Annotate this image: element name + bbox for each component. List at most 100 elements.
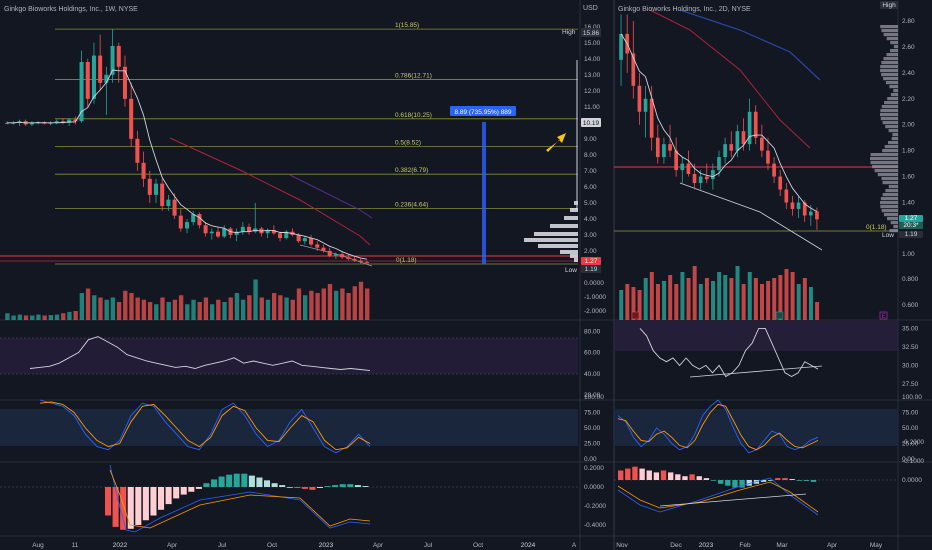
right-volume-profile-bar: [881, 209, 898, 213]
volume-bar: [240, 299, 246, 320]
right-candle-body: [674, 150, 678, 171]
macd-hist-bar: [188, 487, 195, 492]
measure-bar: [482, 122, 486, 264]
right-volume-bar: [704, 278, 709, 320]
right-macd-hist-bar: [660, 470, 667, 480]
rsi-line: [29, 336, 371, 372]
volume-bar: [178, 295, 184, 320]
fib-label: 0(1.18): [396, 257, 417, 264]
right-candle-body: [649, 98, 654, 138]
candle-body: [166, 199, 171, 207]
left-price-tick: 6.00: [584, 184, 597, 191]
right-volume-bar: [692, 266, 697, 320]
macd-hist-bar: [354, 485, 361, 487]
right-macd-tick: 0.0000: [902, 477, 922, 484]
right-price-tick: 2.60: [902, 44, 915, 51]
volume-bar: [172, 299, 178, 320]
candle-body: [352, 258, 357, 261]
right-candle-body: [760, 137, 764, 151]
right-candle-body: [637, 85, 642, 112]
volume-bar: [209, 304, 215, 320]
right-rsi-tick: 30.00: [902, 362, 919, 369]
right-macd-signal-line: [617, 481, 819, 513]
right-price-tick: 2.20: [902, 96, 915, 103]
right-candle-body: [802, 202, 807, 216]
macd-hist-bar: [112, 487, 119, 527]
right-volume-profile-bar: [882, 193, 898, 197]
right-macd-tick: -0.2000: [902, 439, 924, 446]
right-candle-body: [704, 176, 709, 180]
candle-body: [98, 55, 103, 83]
right-volume-profile-bar: [882, 121, 898, 125]
candle-body: [129, 98, 134, 139]
left-price-tick: 3.00: [584, 232, 597, 239]
volume-bar: [123, 290, 128, 320]
volume-bar: [116, 302, 122, 320]
right-volume-profile-bar: [893, 225, 898, 229]
right-chart[interactable]: 0(1.18) 2.80 2.60 2.40 2.20 2.00 1.80 1.60 1.40 1…: [614, 1, 924, 549]
candle-body: [333, 254, 338, 256]
right-macd-hist-bar: [639, 468, 645, 480]
chart-text: Ginkgo Bioworks Holdings, Inc., 1W, NYSE…: [4, 5, 751, 13]
volume-bar: [48, 315, 54, 320]
volume-tick: -2.0000: [584, 308, 606, 315]
macd-hist-bar: [317, 487, 324, 488]
macd-hist-bar: [271, 483, 278, 487]
right-candle-body: [778, 176, 783, 190]
left-time-label: Apr: [167, 542, 178, 549]
volume-bar: [303, 295, 308, 320]
volume-profile-bar: [534, 232, 578, 236]
macd-line: [109, 464, 371, 533]
volume-bar: [36, 314, 41, 320]
left-chart[interactable]: 1(15.85) 0.786(12.71) 0.618(10.25) 0.5(8.52…: [0, 22, 606, 549]
left-time-label: Oct: [267, 542, 277, 549]
rsi-tick: 20.00: [584, 392, 601, 399]
rsi-tick: 60.00: [584, 350, 601, 357]
fib-label: 0.382(6.79): [395, 167, 428, 174]
right-candle-body: [711, 170, 715, 180]
volume-bar: [284, 297, 289, 320]
right-low-value-tag-bg: [899, 231, 923, 238]
right-rsi-tick: 35.00: [902, 325, 919, 332]
right-volume-bar: [784, 269, 789, 320]
right-macd-hist-bar: [646, 470, 652, 480]
right-macd-hist-bar: [689, 474, 695, 480]
left-time-label: Apr: [373, 542, 384, 549]
macd-hist-bar: [165, 487, 172, 505]
volume-profile-bar: [574, 258, 578, 262]
right-volume-profile-bar: [872, 165, 898, 169]
right-volume-profile-bar: [891, 137, 898, 141]
volume-bar: [98, 297, 103, 320]
right-candle-body: [729, 144, 734, 151]
right-volume-profile-bar: [886, 53, 898, 57]
volume-bar: [203, 297, 209, 320]
macd-hist-bar: [332, 485, 339, 487]
right-volume-bar: [729, 278, 734, 320]
right-volume-profile-bar: [883, 77, 898, 81]
right-macd-hist-bar: [746, 480, 752, 486]
volume-bar: [92, 295, 97, 320]
right-volume-bar: [790, 272, 795, 320]
right-volume-profile-bar: [884, 145, 898, 149]
candle-body: [358, 260, 363, 263]
right-rsi-trendline: [689, 365, 823, 378]
left-high-value-tag: 15.86: [583, 30, 600, 37]
right-volume-bar: [760, 284, 764, 320]
right-volume-profile-bar: [885, 189, 898, 193]
right-macd-hist-bar: [775, 478, 781, 480]
macd-hist-bar: [158, 487, 165, 510]
candle-body: [48, 122, 53, 124]
volume-bar: [334, 290, 339, 320]
volume-profile-bar: [564, 216, 578, 220]
left-price-tick: 9.00: [584, 136, 597, 143]
candle-body: [284, 231, 289, 239]
stoch-tick: 0.00: [584, 456, 597, 463]
right-candle-body: [796, 202, 801, 209]
measure-label-bg: [450, 106, 516, 116]
right-macd-hist-bar: [768, 480, 774, 481]
candle-body: [160, 183, 165, 207]
left-current-value-tag-bg: [581, 118, 601, 127]
macd-hist-bar: [105, 487, 112, 516]
left-time-label: Jul: [218, 542, 227, 549]
